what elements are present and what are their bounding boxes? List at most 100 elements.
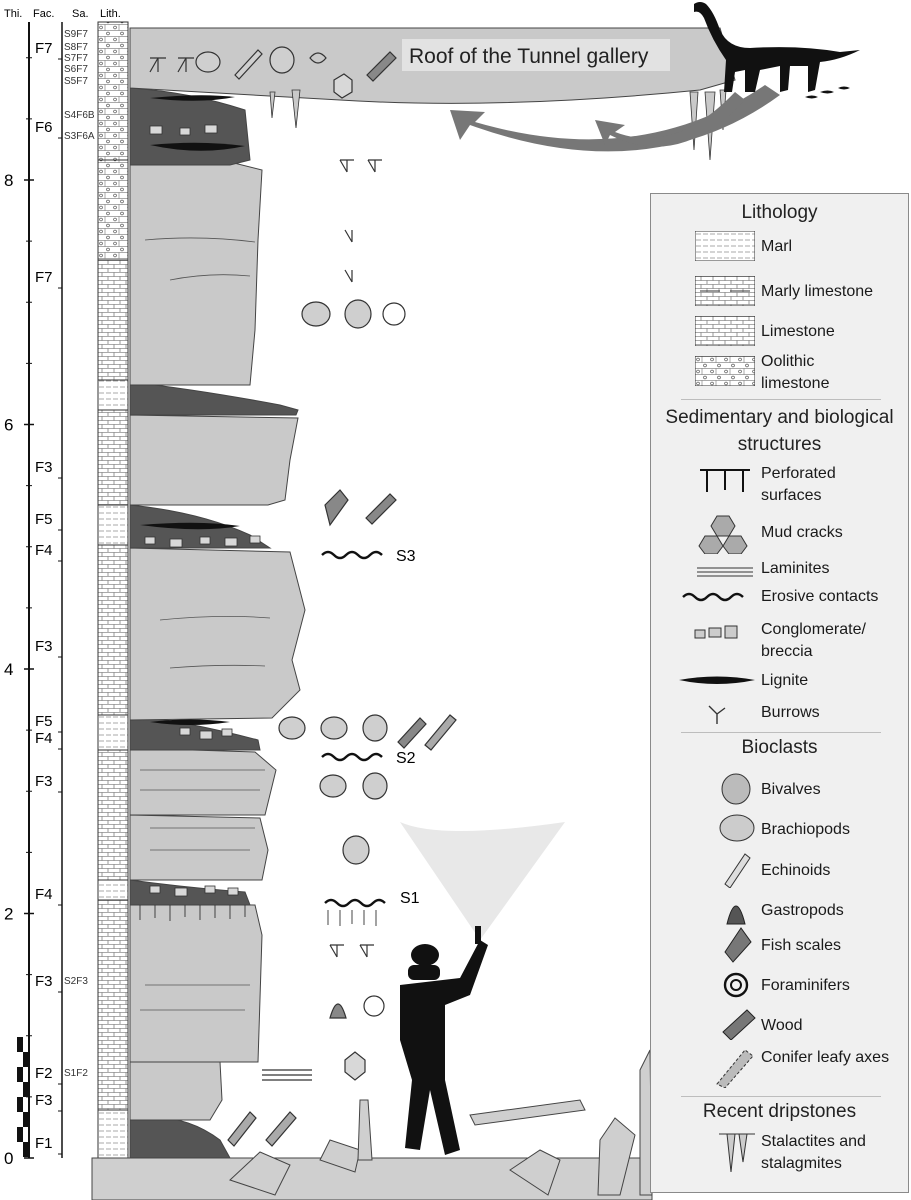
arrows	[450, 85, 780, 152]
header-samples: Sa.	[72, 8, 89, 20]
marly-limestone-swatch	[695, 276, 755, 306]
rubble-floor	[91, 1049, 653, 1200]
legend-marly-limestone: Marly limestone	[761, 283, 874, 300]
conglomerate-icon	[694, 625, 738, 639]
facies-label: F3	[35, 1092, 53, 1109]
rock-beds	[129, 27, 736, 1159]
surface-label-s3: S3	[396, 548, 416, 565]
sample-label: S3F6A	[64, 131, 95, 142]
bivalve-icon	[721, 773, 751, 805]
legend-burrows: Burrows	[761, 704, 820, 721]
facies-label: F3	[35, 638, 53, 655]
header-thickness: Thi.	[4, 8, 22, 20]
legend-wood: Wood	[761, 1017, 803, 1034]
scale-bar	[17, 1037, 29, 1157]
scale-ticks: 0 2 4 6 8	[4, 57, 34, 1168]
sample-label: S7F7	[64, 53, 88, 64]
legend-perforated-surfaces: Perforated surfaces	[761, 465, 836, 504]
fish-scale-icon	[724, 927, 752, 963]
sample-label: S4F6B	[64, 110, 95, 121]
sample-label: S6F7	[64, 64, 88, 75]
legend-mud-cracks: Mud cracks	[761, 524, 843, 541]
legend-lithology-title: Lithology	[741, 202, 818, 223]
sample-label: S8F7	[64, 42, 88, 53]
limestone-swatch	[695, 316, 755, 346]
legend-divider	[681, 1096, 881, 1097]
mud-cracks-icon	[698, 515, 748, 554]
scale-tick-label: 2	[4, 905, 13, 924]
legend-conglomerate-breccia: Conglomerate/ breccia	[761, 621, 866, 660]
lignite-icon	[679, 676, 755, 684]
facies-label: F6	[35, 119, 53, 136]
header-facies: Fac.	[33, 8, 54, 20]
burrows-icon	[708, 705, 726, 724]
legend-divider	[681, 732, 881, 733]
facies-label: F7	[35, 269, 53, 286]
facies-label: F2	[35, 1065, 53, 1082]
legend-divider	[681, 399, 881, 400]
geologist-silhouette	[400, 926, 488, 1155]
legend-erosive-contacts: Erosive contacts	[761, 588, 879, 605]
facies-label: F3	[35, 459, 53, 476]
legend-limestone: Limestone	[761, 323, 835, 340]
scale-tick-label: 0	[4, 1149, 13, 1168]
legend-laminites: Laminites	[761, 560, 830, 577]
headlamp-beam	[400, 822, 565, 940]
facies-label: F3	[35, 973, 53, 990]
lithology-log	[97, 21, 129, 1159]
perforated-surfaces-icon	[700, 469, 750, 492]
laminites-icon	[697, 567, 753, 577]
legend-echinoids: Echinoids	[761, 862, 831, 879]
legend-fish-scales: Fish scales	[761, 937, 842, 954]
legend-structures-title: Sedimentary and biological structures	[665, 407, 894, 455]
legend-dripstones-title: Recent dripstones	[702, 1101, 857, 1122]
legend-stalactites-stalagmites: Stalactites and stalagmites	[761, 1133, 866, 1172]
stalactite-icon	[719, 1133, 755, 1173]
sample-label: S5F7	[64, 76, 88, 87]
sample-label: S1F2	[64, 1068, 88, 1079]
legend-conifer-leafy-axes: Conifer leafy axes	[761, 1049, 890, 1066]
foraminifer-icon	[723, 972, 749, 998]
erosive-contacts-icon	[682, 592, 744, 602]
echinoid-icon	[724, 853, 751, 888]
gallery-label-box	[402, 39, 670, 71]
wood-icon	[722, 1009, 756, 1040]
facies-label: F4	[35, 542, 53, 559]
header-lithology: Lith.	[100, 8, 121, 20]
legend-oolithic-limestone: Oolithic limestone	[761, 353, 830, 392]
brachiopod-icon	[719, 814, 755, 842]
scale-tick-label: 4	[4, 660, 13, 679]
facies-label: F1	[35, 1135, 53, 1152]
facies-label: F3	[35, 773, 53, 790]
legend-marl: Marl	[761, 238, 793, 255]
legend-bivalves: Bivalves	[761, 781, 821, 798]
facies-label: F5	[35, 511, 53, 528]
scale-tick-label: 6	[4, 416, 13, 435]
lignite-lenses	[140, 95, 312, 1081]
conifer-leafy-axes-icon	[716, 1049, 754, 1088]
legend-bioclasts-title: Bioclasts	[741, 737, 818, 758]
facies-label: F4	[35, 730, 53, 747]
oolithic-limestone-swatch	[695, 356, 755, 386]
fossil-icons	[149, 46, 457, 1147]
legend-gastropods: Gastropods	[761, 902, 844, 919]
sample-label: S2F3	[64, 976, 88, 987]
sample-label: S9F7	[64, 29, 88, 40]
surface-label-s2: S2	[396, 750, 416, 767]
legend-foraminifers: Foraminifers	[761, 977, 850, 994]
surface-label-s1: S1	[400, 890, 420, 907]
gallery-label: Roof of the Tunnel gallery	[409, 45, 649, 68]
sauropod-silhouette	[694, 2, 860, 99]
bedding-lines	[140, 237, 271, 1011]
legend-lignite: Lignite	[761, 672, 809, 689]
gastropod-icon	[726, 905, 746, 925]
scale-tick-label: 8	[4, 171, 13, 190]
facies-label: F5	[35, 713, 53, 730]
erosive-contacts	[321, 550, 386, 908]
conglomerate-clasts	[144, 124, 261, 897]
legend-panel: Lithology Marl Marly limestone Limestone…	[650, 193, 909, 1193]
perforated-surface	[139, 905, 377, 926]
